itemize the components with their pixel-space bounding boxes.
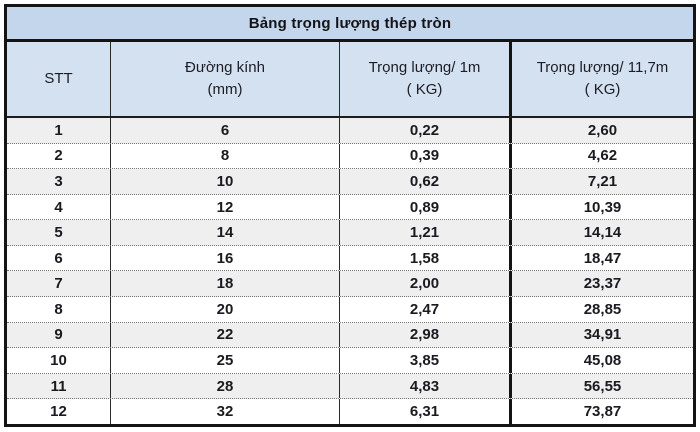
cell-stt: 4 <box>7 194 111 220</box>
steel-weight-table: Bảng trọng lượng thép tròn STT Đường kín… <box>4 4 696 427</box>
header-weight-1m-line1: Trọng lượng/ 1m <box>368 59 481 76</box>
cell-stt: 5 <box>7 220 111 245</box>
header-stt-line1: STT <box>44 70 73 87</box>
cell-stt: 10 <box>7 348 111 373</box>
table-row: 4 12 0,89 10,39 <box>7 194 693 221</box>
cell-weight-11-7m: 23,37 <box>583 275 622 293</box>
table-row: 5 14 1,21 14,14 <box>7 220 693 246</box>
cell-weight-1m: 4,83 <box>340 373 512 399</box>
cell-weight-11-7m: 73,87 <box>583 403 622 421</box>
table-title: Bảng trọng lượng thép tròn <box>7 7 693 42</box>
cell-weight-1m: 1,58 <box>340 245 512 271</box>
header-diameter-line2: (mm) <box>207 81 243 98</box>
cell-diameter: 8 <box>111 143 340 169</box>
cell-weight-11-7m: 34,91 <box>583 326 622 344</box>
cell-weight-11-7m: 4,62 <box>587 147 618 165</box>
cell-diameter: 20 <box>111 297 340 322</box>
cell-weight-1m: 0,22 <box>340 118 512 143</box>
cell-weight-1m: 6,31 <box>340 399 512 424</box>
cell-diameter: 32 <box>111 399 340 424</box>
cell-diameter: 18 <box>111 271 340 297</box>
cell-weight-11-7m: 2,60 <box>587 121 618 139</box>
cell-weight-11-7m: 10,39 <box>583 198 622 216</box>
table-row: 12 32 6,31 73,87 <box>7 399 693 424</box>
header-weight-11-7m: Trọng lượng/ 11,7m ( KG) <box>512 42 693 116</box>
cell-diameter: 28 <box>111 373 340 399</box>
cell-weight-1m: 0,62 <box>340 169 512 194</box>
cell-stt: 1 <box>7 118 111 143</box>
cell-stt: 2 <box>7 143 111 169</box>
cell-weight-1m: 1,21 <box>340 220 512 245</box>
cell-stt: 6 <box>7 245 111 271</box>
cell-diameter: 22 <box>111 322 340 348</box>
table-row: 8 20 2,47 28,85 <box>7 297 693 323</box>
table-row: 10 25 3,85 45,08 <box>7 348 693 374</box>
header-weight-1m-line2: ( KG) <box>406 81 443 98</box>
cell-stt: 12 <box>7 399 111 424</box>
cell-weight-11-7m: 45,08 <box>583 351 622 369</box>
cell-weight-1m: 0,89 <box>340 194 512 220</box>
cell-diameter: 6 <box>111 118 340 143</box>
cell-weight-11-7m: 14,14 <box>583 224 622 242</box>
header-diameter-line1: Đường kính <box>185 59 265 76</box>
cell-weight-11-7m: 56,55 <box>583 377 622 395</box>
cell-weight-11-7m: 7,21 <box>587 172 618 190</box>
cell-stt: 8 <box>7 297 111 322</box>
cell-weight-1m: 3,85 <box>340 348 512 373</box>
cell-diameter: 25 <box>111 348 340 373</box>
cell-diameter: 10 <box>111 169 340 194</box>
table-row: 7 18 2,00 23,37 <box>7 271 693 298</box>
cell-stt: 3 <box>7 169 111 194</box>
header-weight-11-7m-line1: Trọng lượng/ 11,7m <box>536 59 669 76</box>
table-row: 1 6 0,22 2,60 <box>7 118 693 144</box>
cell-weight-1m: 0,39 <box>340 143 512 169</box>
header-weight-1m: Trọng lượng/ 1m ( KG) <box>340 42 512 116</box>
cell-weight-11-7m: 18,47 <box>583 249 622 267</box>
cell-diameter: 14 <box>111 220 340 245</box>
table-header-row: STT Đường kính (mm) Trọng lượng/ 1m ( KG… <box>7 42 693 118</box>
header-weight-11-7m-line2: ( KG) <box>584 81 621 98</box>
cell-stt: 9 <box>7 322 111 348</box>
cell-diameter: 16 <box>111 245 340 271</box>
table-row: 6 16 1,58 18,47 <box>7 245 693 272</box>
table-row: 9 22 2,98 34,91 <box>7 322 693 349</box>
cell-weight-1m: 2,00 <box>340 271 512 297</box>
cell-diameter: 12 <box>111 194 340 220</box>
table-row: 11 28 4,83 56,55 <box>7 373 693 400</box>
cell-weight-1m: 2,47 <box>340 297 512 322</box>
cell-stt: 7 <box>7 271 111 297</box>
header-stt: STT <box>7 42 111 116</box>
table-row: 2 8 0,39 4,62 <box>7 143 693 170</box>
table-row: 3 10 0,62 7,21 <box>7 169 693 195</box>
cell-weight-1m: 2,98 <box>340 322 512 348</box>
cell-stt: 11 <box>7 373 111 399</box>
header-diameter: Đường kính (mm) <box>111 42 340 116</box>
cell-weight-11-7m: 28,85 <box>583 300 622 318</box>
table-body: 1 6 0,22 2,60 2 8 0,39 4,62 3 10 0,62 7,… <box>7 118 693 424</box>
